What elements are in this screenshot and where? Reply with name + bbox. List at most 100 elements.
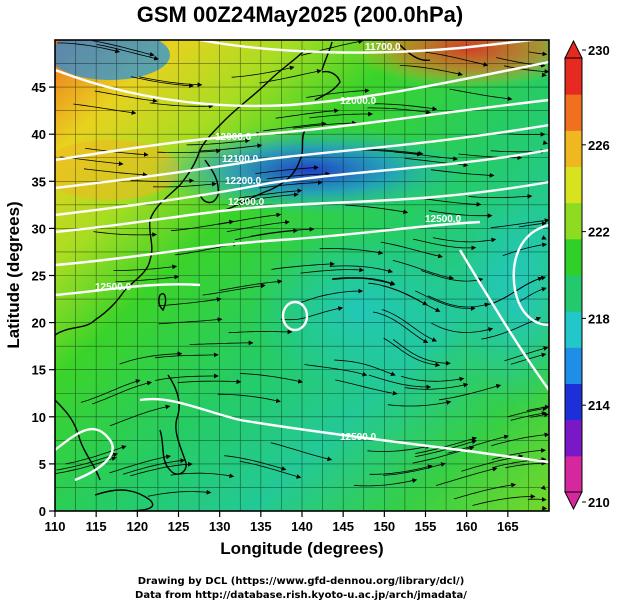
colorbar-tick-label: 226 — [588, 138, 610, 153]
graticule — [55, 40, 549, 511]
streamline — [83, 168, 148, 177]
streamline — [158, 317, 223, 325]
credit-drawing: Drawing by DCL (https://www.gfd-dennou.o… — [138, 576, 465, 587]
streamline — [503, 65, 549, 74]
streamline — [404, 382, 469, 390]
coast-indochina — [55, 399, 101, 481]
streamline — [80, 379, 141, 403]
contour-label-12200: 12200.0 — [225, 176, 262, 187]
cold-region-west — [55, 40, 170, 80]
streamline — [251, 226, 315, 237]
x-tick-label: 160 — [456, 519, 478, 534]
colorbar-tick-label: 210 — [588, 495, 610, 510]
streamline — [427, 295, 490, 308]
colorbar-segment — [565, 202, 582, 240]
streamline — [259, 180, 323, 189]
streamline — [367, 107, 431, 115]
streamline — [202, 283, 266, 296]
contour-12500c — [55, 428, 114, 482]
y-tick-label: 0 — [39, 504, 46, 519]
streamline — [528, 51, 548, 57]
contour-label-11700: 11700.0 — [365, 42, 401, 53]
cyan-region-east — [460, 190, 549, 410]
x-tick-label: 120 — [126, 519, 148, 534]
streamline — [367, 444, 431, 452]
streamline — [113, 264, 178, 271]
streamline — [504, 346, 549, 362]
colorbar-segment — [565, 311, 582, 348]
contour-12200 — [55, 148, 549, 217]
contour-11700 — [199, 40, 542, 54]
y-tick-label: 30 — [32, 221, 46, 236]
contour-label-12000a: 12000.0 — [340, 96, 377, 107]
streamline — [157, 148, 221, 154]
colorbar-segment — [565, 166, 582, 204]
streamline — [353, 478, 418, 487]
streamline — [417, 197, 482, 207]
x-axis-ticks: 110 115 120 125 130 135 140 145 150 155 160 165 — [45, 511, 519, 534]
streamline — [96, 44, 159, 61]
streamline — [413, 238, 477, 251]
streamline — [224, 455, 287, 471]
colorbar-ticks: 210 214 218 222 226 230 — [582, 43, 610, 510]
streamline — [334, 359, 396, 377]
wind-streamlines — [55, 40, 549, 511]
credit-data: Data from http://database.rish.kyoto-u.a… — [135, 590, 467, 601]
x-tick-label: 110 — [45, 519, 66, 534]
streamline — [57, 42, 121, 54]
streamline — [56, 452, 118, 471]
streamline — [238, 188, 303, 199]
colorbar-segment — [565, 94, 582, 131]
streamline — [275, 108, 339, 119]
contour-closed-center — [281, 300, 309, 332]
chart-title: GSM 00Z24May2025 (200.0hPa) — [137, 2, 464, 27]
streamline — [198, 143, 263, 152]
streamline — [335, 379, 398, 396]
colorbar-segment — [565, 275, 582, 312]
colorbar — [564, 39, 583, 511]
streamline — [153, 181, 217, 188]
coast-japan-honshu — [224, 129, 306, 211]
streamline — [392, 260, 454, 280]
coast-taiwan — [158, 293, 167, 312]
streamline — [280, 306, 344, 321]
contour-12300 — [55, 180, 549, 234]
streamline — [93, 231, 157, 238]
streamline — [73, 103, 137, 115]
streamline — [109, 454, 171, 474]
streamline — [468, 193, 533, 199]
contour-center-arc — [458, 249, 549, 391]
streamline — [115, 274, 180, 282]
streamline — [507, 406, 548, 418]
cold-region — [150, 125, 470, 215]
y-axis-title: Latitude (degrees) — [4, 201, 23, 348]
streamline — [399, 65, 463, 77]
streamline — [491, 432, 549, 447]
streamline — [226, 219, 290, 233]
y-tick-label: 10 — [32, 410, 46, 425]
contour-label-12300: 12300.0 — [228, 197, 265, 208]
streamline — [239, 460, 302, 479]
streamline — [481, 317, 542, 340]
streamline — [415, 290, 476, 311]
y-tick-label: 15 — [32, 363, 46, 378]
y-axis-ticks: 0 5 10 15 20 25 30 35 40 45 — [32, 80, 55, 519]
streamline — [449, 88, 513, 102]
streamline — [147, 489, 212, 497]
streamline — [527, 497, 547, 502]
plot-area: 11700.0 12000.0 12000.0 12100.0 12200.0 … — [55, 40, 549, 511]
streamline — [380, 241, 443, 259]
streamline — [369, 464, 433, 475]
streamline — [383, 462, 446, 476]
y-tick-label: 20 — [32, 316, 46, 331]
colorbar-segment — [565, 419, 582, 457]
streamline — [219, 279, 283, 291]
coast-japan-hokkaido — [314, 70, 341, 101]
streamline — [517, 287, 547, 303]
streamline — [400, 375, 465, 382]
contour-label-12000b: 12000.0 — [215, 132, 252, 143]
x-tick-label: 125 — [168, 519, 190, 534]
streamline — [472, 494, 536, 506]
streamline — [177, 379, 242, 385]
streamline — [263, 121, 327, 132]
